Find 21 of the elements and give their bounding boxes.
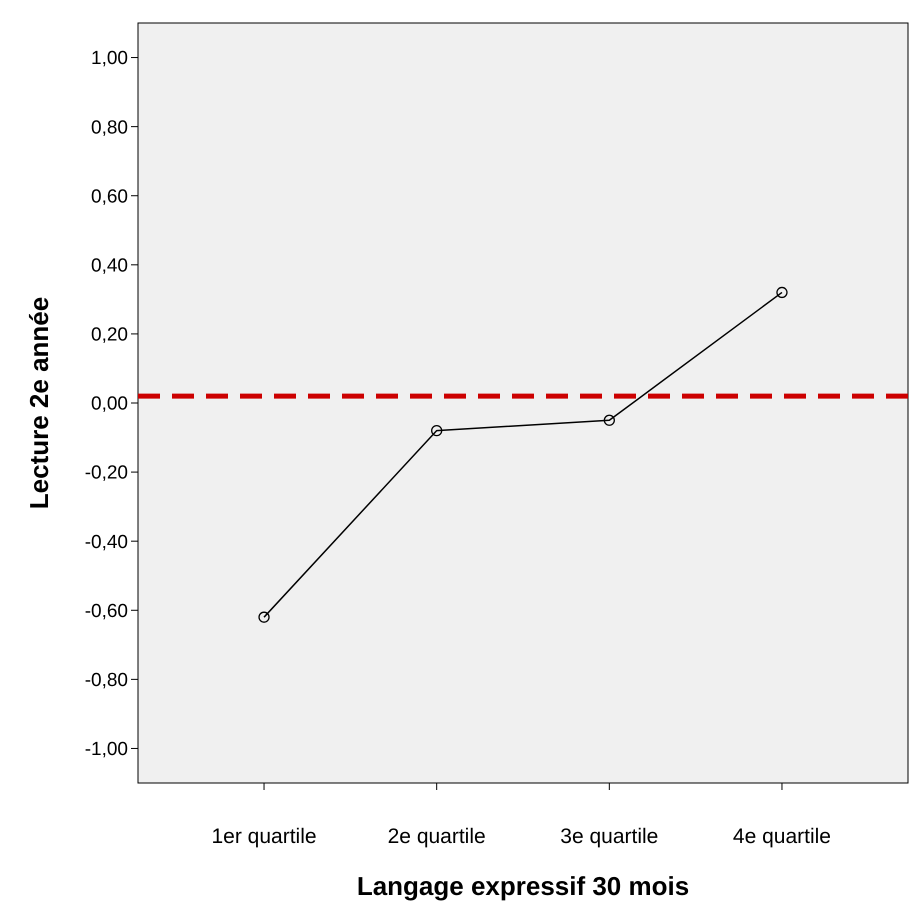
y-tick-label: 0,80 xyxy=(91,117,128,138)
x-axis-title: Langage expressif 30 mois xyxy=(356,871,690,901)
point xyxy=(604,414,615,426)
point xyxy=(431,424,442,436)
point xyxy=(258,612,270,623)
y-tick-label: 0,00 xyxy=(91,394,128,415)
y-tick-label: -0,20 xyxy=(84,462,128,484)
y-tick-label: 1,00 xyxy=(91,48,128,70)
y-tick-label: 0,40 xyxy=(91,255,128,276)
x-tick-label: 2e quartile xyxy=(388,825,486,848)
point xyxy=(776,286,788,298)
y-axis-title: Lecture 2e année xyxy=(24,296,54,510)
x-tick-label: 1er quartile xyxy=(212,825,317,848)
x-tick-label: 4e quartile xyxy=(732,825,832,848)
y-tick-label: 0,20 xyxy=(91,324,128,346)
y-tick-label: -0,40 xyxy=(84,532,128,553)
y-tick-label: 0,60 xyxy=(91,186,128,208)
y-tick-label: -0,80 xyxy=(84,670,128,692)
y-tick-label: -1,00 xyxy=(84,739,128,760)
x-tick-label: 3e quartile xyxy=(560,825,658,848)
y-tick-label: -0,60 xyxy=(84,600,128,622)
